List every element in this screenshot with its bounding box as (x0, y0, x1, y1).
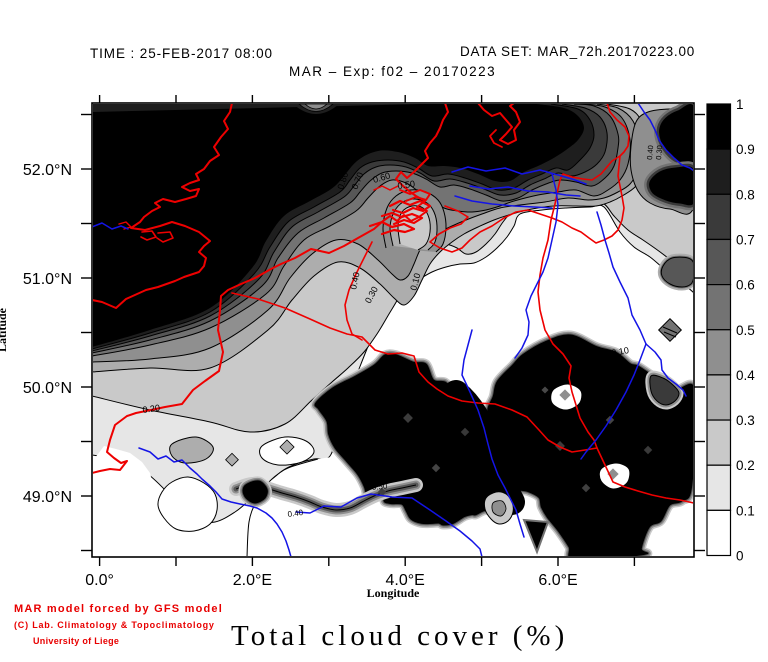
svg-text:0.40: 0.40 (348, 271, 361, 290)
svg-text:0.10: 0.10 (408, 272, 422, 292)
svg-text:0.60: 0.60 (372, 170, 392, 184)
svg-text:0.6: 0.6 (736, 278, 755, 293)
svg-text:1: 1 (736, 97, 744, 112)
svg-text:2.0°E: 2.0°E (233, 572, 272, 589)
svg-text:0.3: 0.3 (736, 413, 755, 428)
svg-text:6.0°E: 6.0°E (538, 572, 577, 589)
svg-text:0.5: 0.5 (736, 323, 755, 338)
svg-text:52.0°N: 52.0°N (23, 162, 72, 179)
svg-text:0.50: 0.50 (371, 482, 388, 492)
svg-text:0.4: 0.4 (736, 368, 755, 383)
svg-text:0: 0 (736, 549, 744, 564)
svg-text:51.0°N: 51.0°N (23, 271, 72, 288)
svg-text:0.8: 0.8 (736, 187, 755, 202)
svg-text:0.30: 0.30 (654, 145, 664, 160)
svg-text:0.50: 0.50 (431, 397, 448, 408)
svg-text:49.0°N: 49.0°N (23, 489, 72, 506)
svg-text:0.2: 0.2 (736, 458, 755, 473)
svg-text:0.1: 0.1 (736, 503, 755, 518)
svg-text:0.50: 0.50 (397, 179, 416, 191)
svg-text:0.7: 0.7 (736, 232, 755, 247)
svg-text:50.0°N: 50.0°N (23, 380, 72, 397)
svg-text:0.9: 0.9 (736, 142, 755, 157)
svg-text:4.0°E: 4.0°E (386, 572, 425, 589)
svg-text:0.20: 0.20 (142, 403, 161, 415)
svg-text:Latitude: Latitude (0, 307, 9, 352)
svg-text:0.10: 0.10 (611, 345, 630, 358)
svg-text:Longitude: Longitude (367, 586, 420, 600)
svg-text:0.40: 0.40 (287, 508, 304, 519)
svg-text:0.40: 0.40 (645, 145, 655, 160)
svg-text:0.0°: 0.0° (85, 572, 114, 589)
